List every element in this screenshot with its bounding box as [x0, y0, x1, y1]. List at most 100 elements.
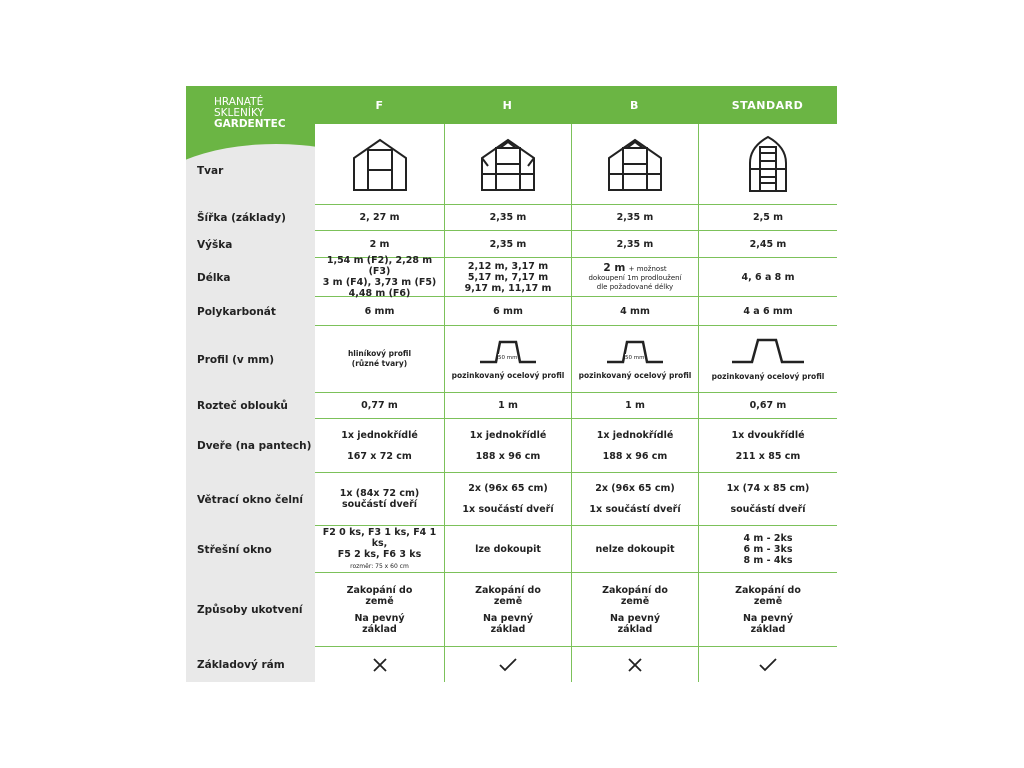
column-header: B — [571, 86, 698, 124]
cell-line: 1x (84x 72 cm) — [339, 488, 420, 499]
cell-line: 6 m - 3ks — [743, 543, 793, 555]
cell-line: dokoupení 1m prodloužení — [588, 273, 682, 282]
cell-line: Na pevný — [482, 612, 534, 624]
row-label: Tvar — [197, 165, 224, 177]
cell-line: F5 2 ks, F6 3 ks — [337, 549, 422, 560]
column-header: STANDARD — [698, 86, 837, 124]
cell-line: 188 x 96 cm — [475, 450, 541, 462]
cell-line: země — [493, 595, 523, 607]
brand-cell: HRANATÉ SKLENÍKY GARDENTEC Tvar — [186, 86, 315, 205]
cross-icon — [571, 647, 698, 682]
cell: 2,35 m — [444, 231, 571, 258]
cell-line: 1x jednokřídlé — [341, 429, 418, 441]
cell: 0,77 m — [315, 393, 444, 419]
cell-line: Na pevný — [742, 612, 794, 624]
brand-line: SKLENÍKY — [214, 107, 264, 119]
cell-line: Zakopání do — [602, 584, 668, 596]
cell: pozinkovaný ocelový profil — [698, 326, 837, 393]
cell: 1x jednokřídlé 188 x 96 cm — [444, 419, 571, 473]
cell: nelze dokoupit — [571, 526, 698, 573]
cell: 1,54 m (F2), 2,28 m (F3) 3 m (F4), 3,73 m… — [315, 255, 444, 299]
cell-line: 1x součástí dveří — [589, 504, 681, 515]
cell-line: 3 m (F4), 3,73 m (F5) — [322, 277, 437, 288]
brand-line: HRANATÉ — [214, 96, 264, 108]
cell-line: 2 m — [603, 261, 626, 274]
cell-line: 2x (96x 65 cm) — [468, 483, 548, 494]
cell: F2 0 ks, F3 1 ks, F4 1 ks, F5 2 ks, F6 3 … — [315, 526, 444, 573]
cell-line: 167 x 72 cm — [347, 450, 412, 462]
cell: 2,35 m — [444, 205, 571, 231]
cell-line: 2x (96x 65 cm) — [595, 483, 675, 494]
cell-line: 1x (74 x 85 cm) — [726, 483, 810, 494]
cell-line: 5,17 m, 7,17 m — [467, 271, 549, 283]
cell: Zakopání do země Na pevný základ — [571, 573, 698, 647]
cell-line: základ — [750, 623, 786, 635]
cell-line: Na pevný — [609, 612, 661, 624]
cell: 2 m + možnost dokoupení 1m prodloužení dle… — [571, 258, 698, 297]
cell-line: země — [620, 595, 650, 607]
row-label: Základový rám — [186, 647, 315, 682]
cell: 2,45 m — [698, 231, 837, 258]
cell-line: 4,48 m (F6) — [348, 288, 411, 299]
cell: 2 m — [315, 231, 444, 258]
profile-shape-icon — [480, 340, 536, 363]
cell: 2,35 m — [571, 231, 698, 258]
cell-line: pozinkovaný ocelový profil — [578, 370, 692, 380]
cell: 1x jednokřídlé 188 x 96 cm — [571, 419, 698, 473]
comparison-table: HRANATÉ SKLENÍKY GARDENTEC Tvar F H B ST… — [186, 86, 837, 682]
cross-icon — [315, 647, 444, 682]
cell-line: F2 0 ks, F3 1 ks, F4 1 ks, — [322, 527, 437, 549]
cell: 2,5 m — [698, 205, 837, 231]
cell-line: pozinkovaný ocelový profil — [451, 370, 565, 380]
cell: 6 mm — [315, 297, 444, 326]
greenhouse-f-icon — [315, 124, 444, 205]
row-label: Dveře (na pantech) — [186, 419, 315, 473]
cell-line: Zakopání do — [735, 584, 801, 596]
cell-line: Zakopání do — [346, 584, 413, 596]
cell-line: 9,17 m, 11,17 m — [464, 282, 552, 294]
cell: 50 mm pozinkovaný ocelový profil — [444, 326, 571, 393]
column-header: H — [444, 86, 571, 124]
cell: 2, 27 m — [315, 205, 444, 231]
cell: Zakopání do země Na pevný základ — [698, 573, 837, 647]
cell-line: hliníkový profil — [347, 349, 412, 358]
cell: 4 m - 2ks 6 m - 3ks 8 m - 4ks — [698, 526, 837, 573]
cell: hliníkový profil (různé tvary) — [315, 326, 444, 393]
cell: 4 mm — [571, 297, 698, 326]
cell: 2x (96x 65 cm) 1x součástí dveří — [571, 473, 698, 526]
cell: 2,35 m — [571, 205, 698, 231]
cell-line: 1,54 m (F2), 2,28 m (F3) — [326, 255, 433, 277]
cell-line: 1x součástí dveří — [462, 504, 554, 515]
cell: 1x dvoukřídlé 211 x 85 cm — [698, 419, 837, 473]
cell: Zakopání do země Na pevný základ — [315, 573, 444, 647]
row-label: Větrací okno čelní — [186, 473, 315, 526]
cell: 1 m — [571, 393, 698, 419]
row-label: Délka — [186, 258, 315, 297]
cell-line: dle požadované délky — [596, 282, 674, 291]
cell-line: (různé tvary) — [351, 359, 408, 368]
cell: 1x (84x 72 cm) součástí dveří — [315, 473, 444, 526]
cell-line: 1x jednokřídlé — [596, 429, 674, 441]
cell-line: 4 m - 2ks — [743, 532, 793, 544]
cell-line: součástí dveří — [341, 499, 418, 510]
brand-line: GARDENTEC — [214, 118, 286, 130]
cell: 50 mm pozinkovaný ocelový profil — [571, 326, 698, 393]
cell-line: + možnost — [628, 264, 667, 273]
cell: 1x jednokřídlé 167 x 72 cm — [315, 419, 444, 473]
cell-line: 8 m - 4ks — [743, 554, 793, 566]
dimension-label: 50 mm — [498, 353, 518, 363]
cell-line: Zakopání do — [475, 584, 541, 596]
row-label: Polykarbonát — [186, 297, 315, 326]
check-icon — [444, 647, 571, 682]
row-label: Šířka (základy) — [186, 205, 315, 231]
row-label: Výška — [186, 231, 315, 258]
cell-line: země — [365, 595, 394, 607]
cell: 2,12 m, 3,17 m 5,17 m, 7,17 m 9,17 m, 11,1… — [444, 258, 571, 297]
row-label: Střešní okno — [186, 526, 315, 573]
cell-line: základ — [362, 623, 397, 635]
cell: 1x (74 x 85 cm) součástí dveří — [698, 473, 837, 526]
cell: Zakopání do země Na pevný základ — [444, 573, 571, 647]
cell: 6 mm — [444, 297, 571, 326]
row-label: Profil (v mm) — [186, 326, 315, 393]
cell-line: 211 x 85 cm — [735, 450, 801, 462]
